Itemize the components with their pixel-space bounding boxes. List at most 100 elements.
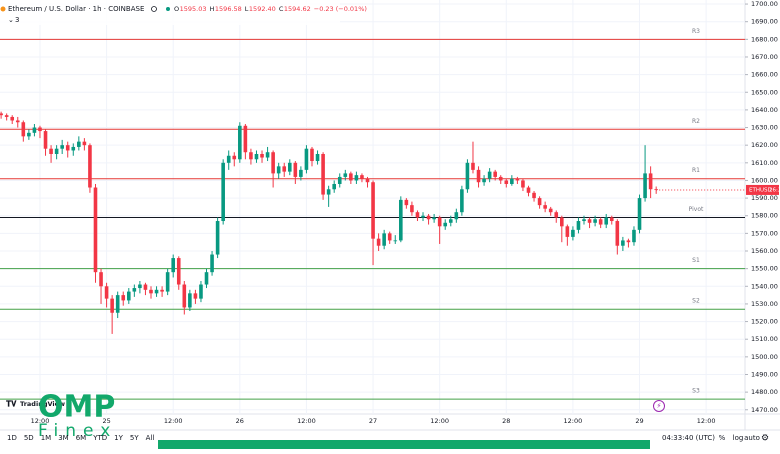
candle-body bbox=[537, 198, 542, 206]
y-tick-label: 1680.00 bbox=[751, 35, 778, 43]
range-button[interactable]: 1Y bbox=[114, 434, 123, 442]
range-button[interactable]: 1M bbox=[41, 434, 52, 442]
range-button[interactable]: 5Y bbox=[130, 434, 139, 442]
x-tick-label: 29 bbox=[635, 417, 643, 425]
tv-logo: 𝐓𝐕 bbox=[6, 400, 17, 409]
candle-body bbox=[443, 222, 448, 227]
chevron: ⌄ bbox=[8, 16, 14, 24]
candle-body bbox=[637, 198, 642, 230]
candle-body bbox=[360, 175, 364, 179]
candle-body bbox=[365, 178, 370, 183]
candle-body bbox=[287, 162, 292, 172]
eye-icon bbox=[151, 6, 157, 12]
status-dot bbox=[166, 7, 170, 11]
range-button[interactable]: 1D bbox=[7, 434, 17, 442]
candle-body bbox=[576, 221, 581, 230]
ohlc-header: O 1595.03 H 1596.58 L 1592.40 C 1594.62 −0.23 (−… bbox=[174, 5, 367, 13]
y-tick-label: 1530.00 bbox=[751, 300, 778, 308]
x-tick-label: 26 bbox=[236, 417, 244, 425]
ohlc-value: 1595.03 bbox=[180, 5, 207, 13]
candle-body bbox=[226, 155, 231, 163]
candle-body bbox=[143, 284, 148, 290]
candle-body bbox=[460, 189, 464, 213]
candle-body bbox=[138, 284, 142, 289]
candle-body bbox=[404, 199, 409, 206]
candle-body bbox=[215, 221, 220, 255]
candle-body bbox=[304, 148, 309, 170]
ohlc-value: 1594.62 bbox=[284, 5, 311, 13]
pivot-level-label: Pivot bbox=[689, 206, 704, 213]
x-tick-label: 12:00 bbox=[164, 417, 183, 425]
candle-body bbox=[326, 189, 331, 195]
candle-body bbox=[154, 289, 159, 294]
candle-body bbox=[354, 175, 359, 181]
range-button[interactable]: All bbox=[146, 434, 155, 442]
candle-body bbox=[626, 240, 631, 243]
candle-body bbox=[382, 233, 386, 246]
candle-body bbox=[532, 192, 536, 199]
candle-body bbox=[77, 141, 81, 147]
scale-button[interactable]: % bbox=[719, 434, 726, 442]
candle-body bbox=[648, 173, 653, 190]
range-button[interactable]: YTD bbox=[92, 434, 107, 442]
candle-body bbox=[160, 289, 164, 292]
candle-body bbox=[554, 212, 559, 218]
settings-icon[interactable]: ⚙ bbox=[761, 434, 769, 444]
ohlc-value: 1592.40 bbox=[249, 5, 276, 13]
y-tick-label: 1570.00 bbox=[751, 229, 778, 237]
scale-button[interactable]: auto bbox=[744, 434, 760, 442]
candle-body bbox=[0, 113, 3, 116]
levels: R3 R2 R1 Pivot S1 S2 S3 bbox=[0, 28, 745, 400]
candle-body bbox=[93, 187, 98, 273]
x-tick-label: 25 bbox=[102, 417, 110, 425]
watermark-brand: OMP bbox=[38, 390, 115, 425]
candle-body bbox=[615, 221, 620, 246]
candle-body bbox=[88, 145, 92, 188]
platform-name: TradingView bbox=[20, 400, 65, 408]
y-tick-label: 1600.00 bbox=[751, 176, 778, 184]
candle-body bbox=[4, 115, 9, 117]
candle-body bbox=[343, 173, 348, 177]
candle-body bbox=[426, 215, 431, 220]
range-button[interactable]: 5D bbox=[24, 434, 34, 442]
candle-body bbox=[582, 219, 586, 222]
range-button[interactable]: 6M bbox=[76, 434, 87, 442]
candle-body bbox=[410, 205, 414, 213]
x-tick-label: 12:00 bbox=[697, 417, 716, 425]
candle-body bbox=[471, 162, 475, 170]
candle-body bbox=[487, 171, 492, 179]
candle-body bbox=[176, 258, 181, 285]
ohlc-key: L bbox=[245, 5, 249, 13]
candle-body bbox=[604, 217, 609, 225]
candle-body bbox=[110, 298, 114, 313]
candle-body bbox=[415, 212, 420, 218]
candle-body bbox=[448, 219, 453, 223]
candle-body bbox=[643, 173, 647, 199]
candle-body bbox=[465, 162, 470, 190]
candle-body bbox=[299, 169, 303, 177]
candle-body bbox=[71, 146, 76, 151]
y-tick-label: 1660.00 bbox=[751, 71, 778, 79]
candle-body bbox=[232, 155, 237, 160]
candle-body bbox=[210, 254, 214, 273]
pivot-level-label: R3 bbox=[692, 28, 700, 35]
ohlc-key: O bbox=[174, 5, 179, 13]
candle-body bbox=[38, 127, 42, 132]
candle-body bbox=[254, 153, 259, 160]
scale-button[interactable]: log bbox=[733, 434, 744, 442]
candle-body bbox=[593, 219, 597, 223]
candle-body bbox=[27, 132, 31, 137]
pivot-level-label: S3 bbox=[692, 388, 700, 395]
candle-body bbox=[632, 229, 636, 243]
candle-body bbox=[310, 148, 314, 162]
alert-bolt: ⚡ bbox=[657, 402, 662, 410]
candle-body bbox=[32, 127, 37, 133]
x-tick-label: 12:00 bbox=[430, 417, 449, 425]
candle-body bbox=[393, 240, 398, 242]
candle-body bbox=[104, 286, 109, 299]
header-bg bbox=[0, 0, 340, 25]
candle-body bbox=[376, 238, 381, 246]
alert-icon[interactable] bbox=[653, 400, 665, 412]
range-button[interactable]: 3M bbox=[58, 434, 69, 442]
